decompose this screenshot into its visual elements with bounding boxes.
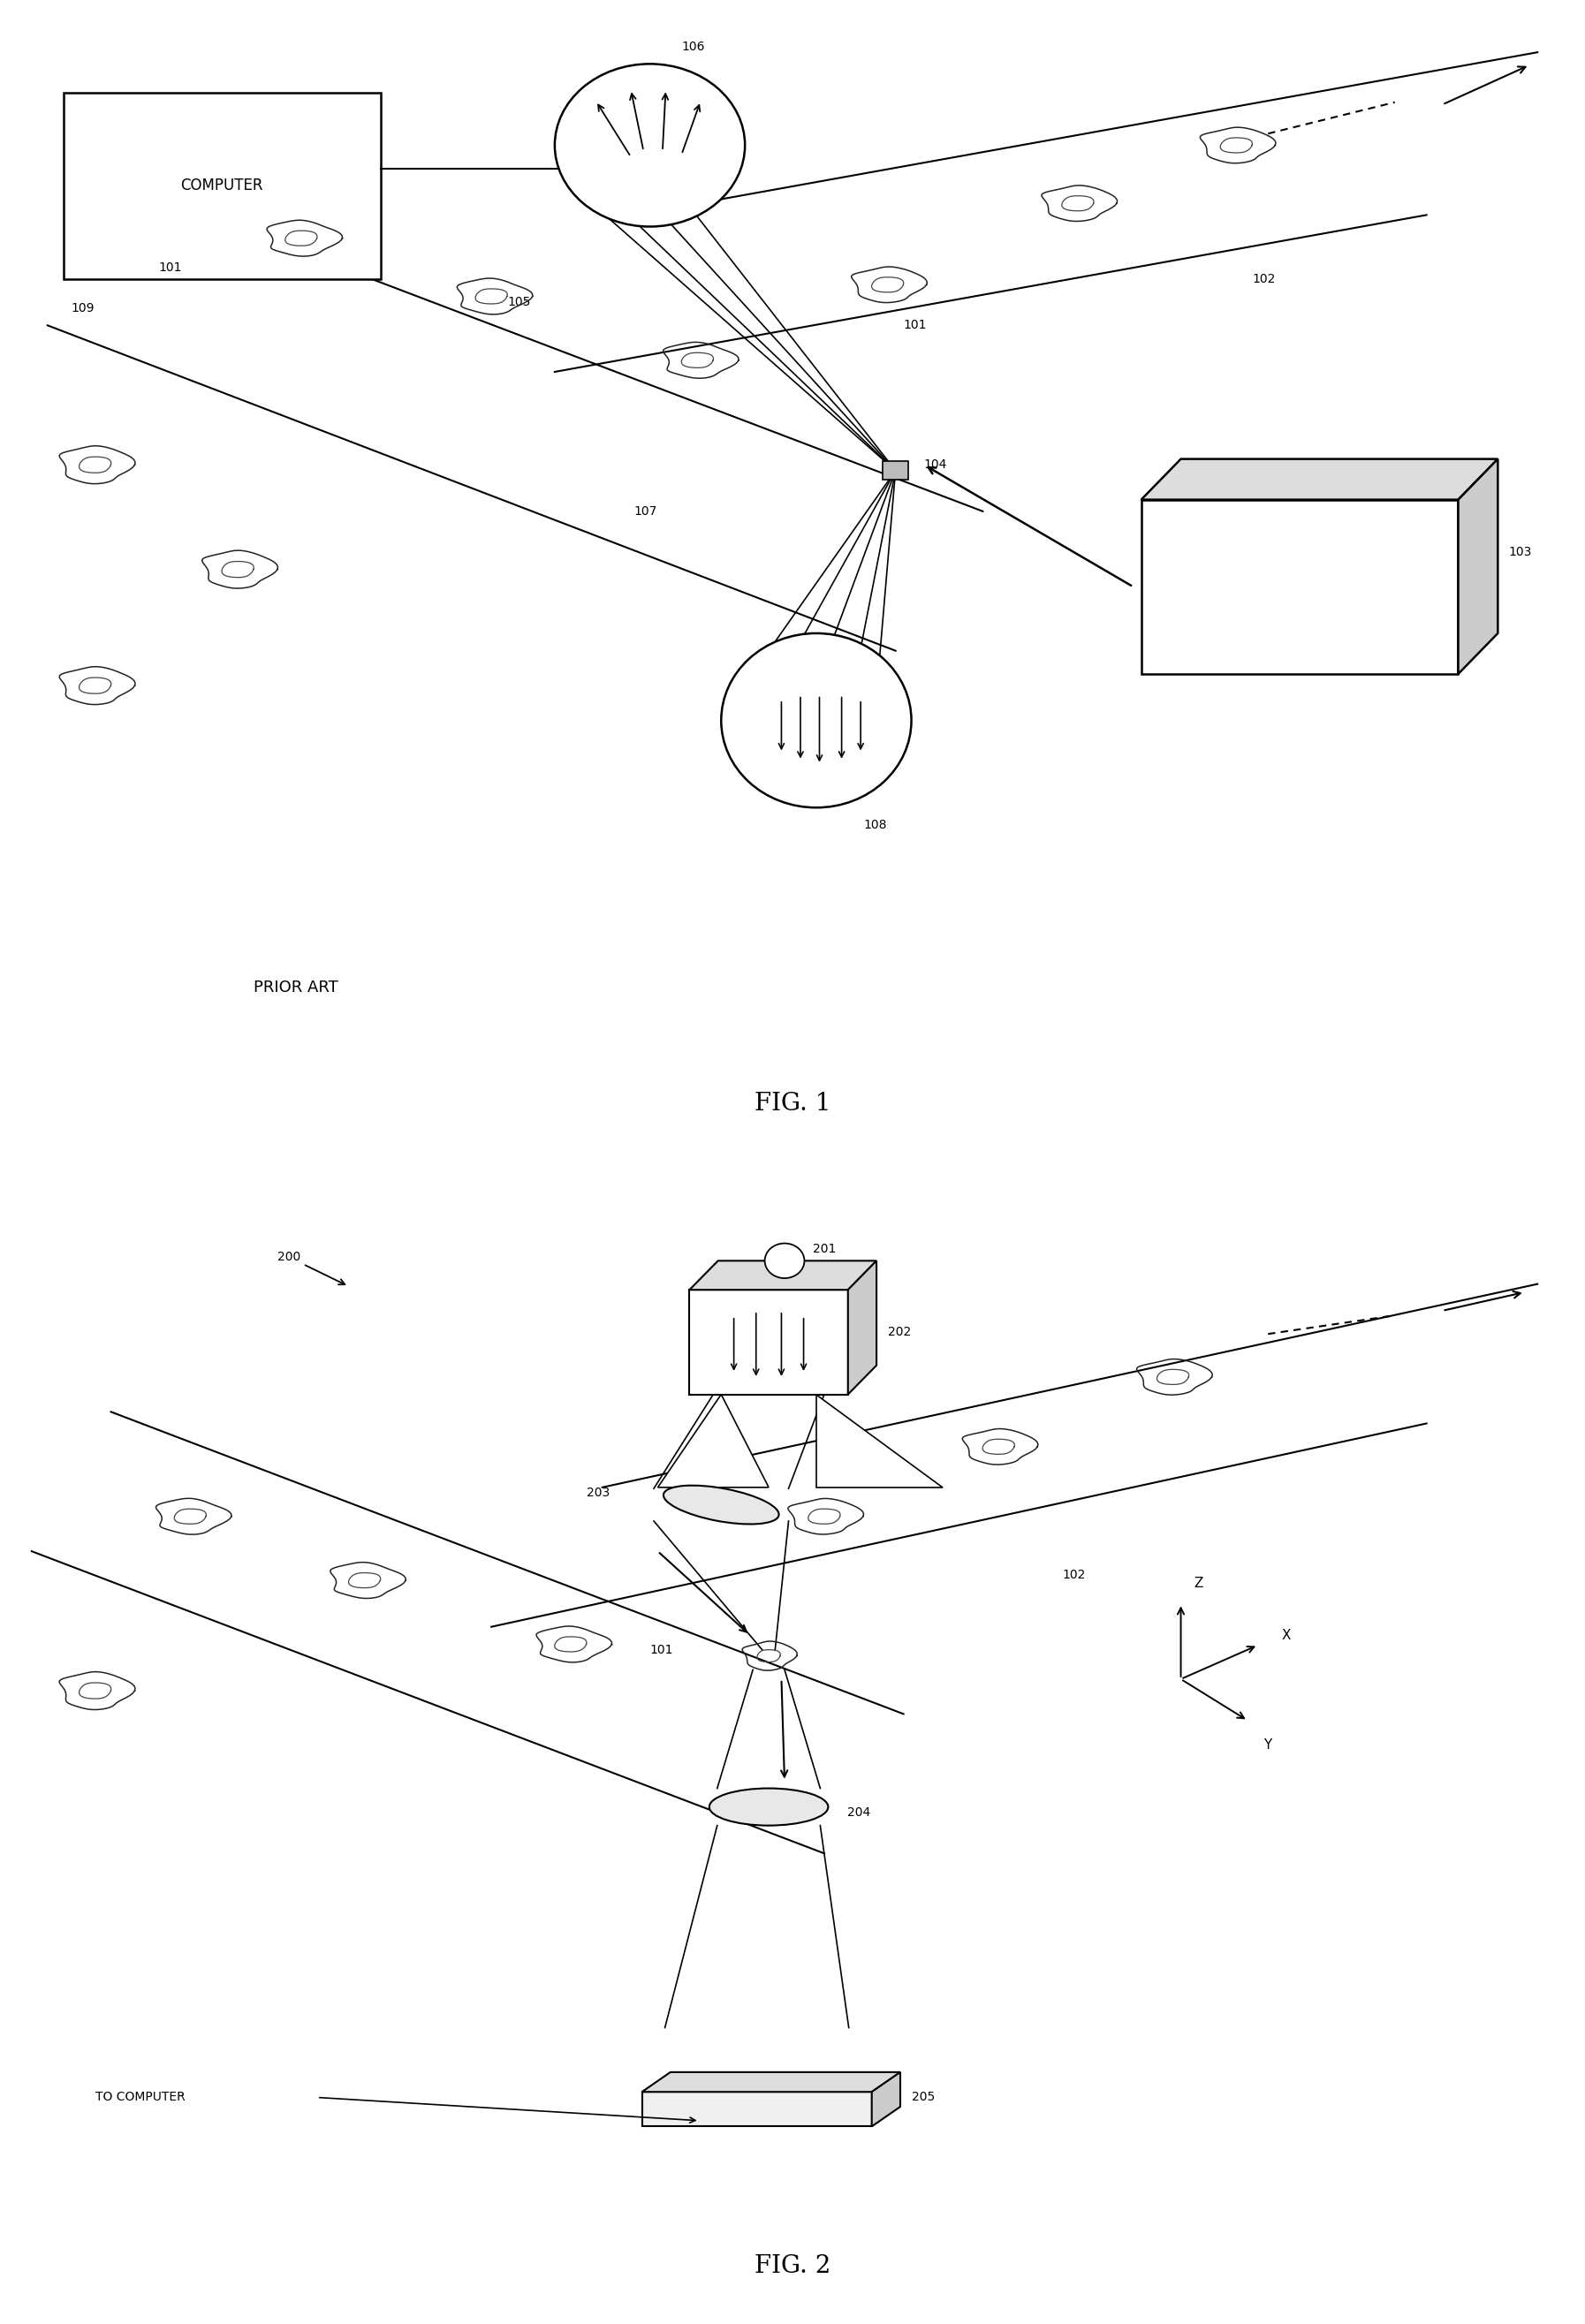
Text: 101: 101 <box>158 260 182 274</box>
Polygon shape <box>883 460 908 481</box>
Polygon shape <box>848 1260 877 1394</box>
Text: 102: 102 <box>1062 1569 1086 1580</box>
Text: Z: Z <box>1194 1576 1203 1590</box>
Text: X: X <box>1282 1629 1292 1643</box>
Text: 204: 204 <box>846 1806 870 1820</box>
Text: 201: 201 <box>813 1243 837 1255</box>
Text: 106: 106 <box>682 40 705 53</box>
Text: 101: 101 <box>903 318 927 332</box>
Polygon shape <box>642 2073 900 2092</box>
Polygon shape <box>1141 460 1498 500</box>
Ellipse shape <box>555 63 745 228</box>
Text: 101: 101 <box>650 1643 674 1657</box>
Ellipse shape <box>721 634 911 809</box>
Text: 200: 200 <box>277 1250 346 1285</box>
Text: Y: Y <box>1263 1738 1271 1752</box>
Polygon shape <box>1141 500 1458 674</box>
Ellipse shape <box>708 1789 827 1827</box>
Text: 104: 104 <box>924 458 948 472</box>
Text: COMPUTER: COMPUTER <box>181 179 263 193</box>
Text: FIG. 1: FIG. 1 <box>754 1092 831 1116</box>
Text: 205: 205 <box>911 2092 935 2103</box>
Text: 202: 202 <box>888 1325 911 1339</box>
Polygon shape <box>689 1290 848 1394</box>
Text: 203: 203 <box>586 1487 610 1499</box>
Polygon shape <box>63 93 380 279</box>
Text: 103: 103 <box>1509 546 1533 558</box>
Text: 102: 102 <box>1252 272 1276 286</box>
Ellipse shape <box>764 1243 804 1278</box>
Text: PRIOR ART: PRIOR ART <box>254 981 338 995</box>
Text: FIG. 2: FIG. 2 <box>754 2254 831 2278</box>
Polygon shape <box>642 2092 872 2126</box>
Text: 108: 108 <box>864 818 888 832</box>
Polygon shape <box>816 1394 943 1487</box>
Text: TO COMPUTER: TO COMPUTER <box>95 2092 185 2103</box>
Polygon shape <box>1458 460 1498 674</box>
Text: 109: 109 <box>71 302 95 314</box>
Ellipse shape <box>664 1485 778 1525</box>
Text: 105: 105 <box>507 295 531 309</box>
Polygon shape <box>689 1260 877 1290</box>
Polygon shape <box>658 1394 769 1487</box>
Polygon shape <box>872 2073 900 2126</box>
Text: 107: 107 <box>634 504 658 518</box>
